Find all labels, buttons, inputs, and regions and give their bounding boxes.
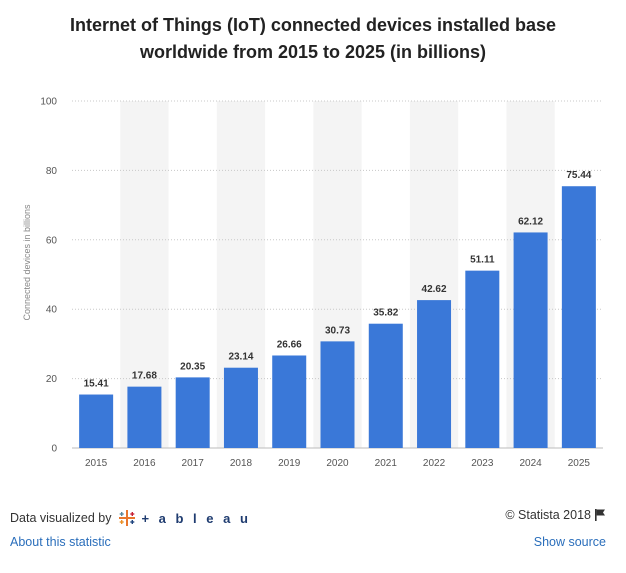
tableau-cross-icon (119, 510, 136, 526)
statista-copyright: © Statista 2018 (505, 508, 606, 522)
data-visualized-by: Data visualized by + a b l e a u (10, 508, 251, 528)
y-tick-label: 40 (46, 305, 58, 316)
x-tick-label: 2022 (423, 458, 446, 469)
bar (368, 323, 403, 448)
bar (79, 394, 114, 448)
y-tick-label: 20 (46, 374, 58, 385)
data-label: 15.41 (84, 379, 109, 390)
x-tick-label: 2015 (85, 458, 108, 469)
bar (272, 355, 307, 448)
y-axis-label: Connected devices in billions (22, 204, 32, 321)
bar (417, 300, 452, 448)
x-tick-label: 2023 (471, 458, 494, 469)
bar (127, 386, 162, 448)
data-label: 75.44 (566, 170, 591, 181)
bar (513, 232, 548, 448)
tableau-logo[interactable]: + a b l e a u (117, 508, 250, 528)
chart-title-line-1: Internet of Things (IoT) connected devic… (69, 15, 557, 35)
copyright-text: © Statista 2018 (505, 508, 591, 522)
data-label: 17.68 (132, 371, 157, 382)
chart-title-line-2: worldwide from 2015 to 2025 (in billions… (139, 42, 487, 62)
x-tick-label: 2020 (326, 458, 349, 469)
y-tick-label: 0 (51, 444, 57, 455)
x-tick-label: 2018 (230, 458, 253, 469)
bar (465, 270, 500, 448)
x-tick-label: 2021 (375, 458, 398, 469)
data-label: 51.11 (470, 255, 495, 266)
y-tick-label: 100 (40, 97, 57, 108)
x-tick-label: 2019 (278, 458, 301, 469)
flag-icon[interactable] (595, 509, 606, 521)
visualized-by-label: Data visualized by (10, 511, 112, 525)
bar (320, 341, 355, 448)
x-tick-label: 2017 (182, 458, 205, 469)
x-tick-label: 2025 (568, 458, 591, 469)
bar (223, 367, 258, 448)
bar (175, 377, 210, 448)
x-tick-label: 2016 (133, 458, 156, 469)
chart-title: Internet of Things (IoT) connected devic… (20, 12, 606, 66)
tableau-wordmark: + a b l e a u (141, 510, 251, 526)
data-label: 23.14 (228, 352, 253, 363)
data-label: 42.62 (422, 284, 447, 295)
x-tick-label: 2024 (519, 458, 542, 469)
data-label: 35.82 (373, 308, 398, 319)
about-statistic-link[interactable]: About this statistic (10, 535, 111, 549)
data-label: 62.12 (518, 216, 543, 227)
bar (561, 186, 596, 448)
bar-chart: 0 20 40 60 80 100 15.41 2015 17.68 2016 20.35 2017 2… (22, 97, 603, 469)
data-label: 26.66 (277, 339, 302, 350)
show-source-link[interactable]: Show source (533, 535, 606, 549)
data-label: 20.35 (180, 361, 205, 372)
y-tick-label: 60 (46, 235, 58, 246)
y-tick-label: 80 (46, 166, 58, 177)
data-label: 30.73 (325, 325, 350, 336)
